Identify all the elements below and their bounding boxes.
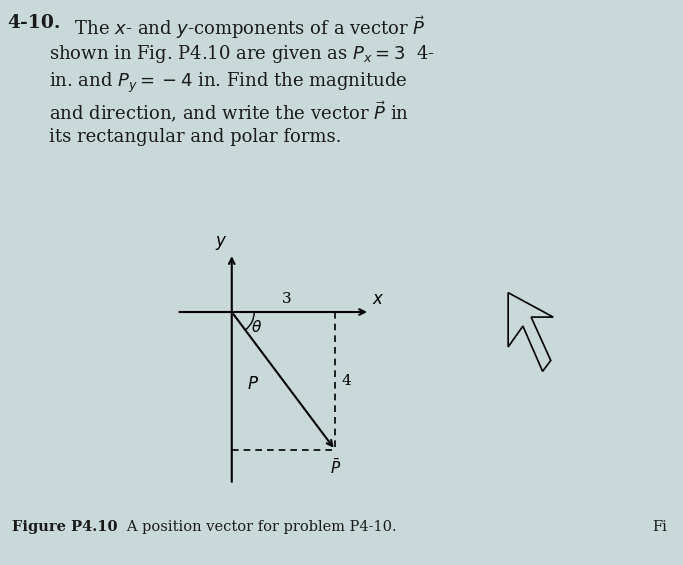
Text: $P$: $P$ [247, 376, 260, 393]
Text: Fi: Fi [652, 520, 667, 534]
Text: and direction, and write the vector $\vec{P}$ in: and direction, and write the vector $\ve… [49, 99, 409, 125]
Text: A position vector for problem P4-10.: A position vector for problem P4-10. [113, 520, 397, 534]
Text: $x$: $x$ [372, 291, 384, 308]
Text: its rectangular and polar forms.: its rectangular and polar forms. [49, 128, 342, 146]
Text: shown in Fig. P4.10 are given as $P_x = 3$  4-: shown in Fig. P4.10 are given as $P_x = … [49, 43, 435, 65]
Text: 4-10.: 4-10. [8, 14, 61, 32]
Text: $y$: $y$ [215, 233, 227, 251]
Text: 4: 4 [342, 374, 351, 388]
Text: Figure P4.10: Figure P4.10 [12, 520, 117, 534]
Text: $\theta$: $\theta$ [251, 319, 262, 335]
Text: in. and $P_y = -4$ in. Find the magnitude: in. and $P_y = -4$ in. Find the magnitud… [49, 71, 408, 95]
Text: 3: 3 [282, 292, 292, 306]
Polygon shape [508, 293, 553, 371]
Text: $\bar{P}$: $\bar{P}$ [330, 458, 341, 477]
Text: The $x$- and $y$-components of a vector $\vec{P}$: The $x$- and $y$-components of a vector … [69, 14, 426, 41]
